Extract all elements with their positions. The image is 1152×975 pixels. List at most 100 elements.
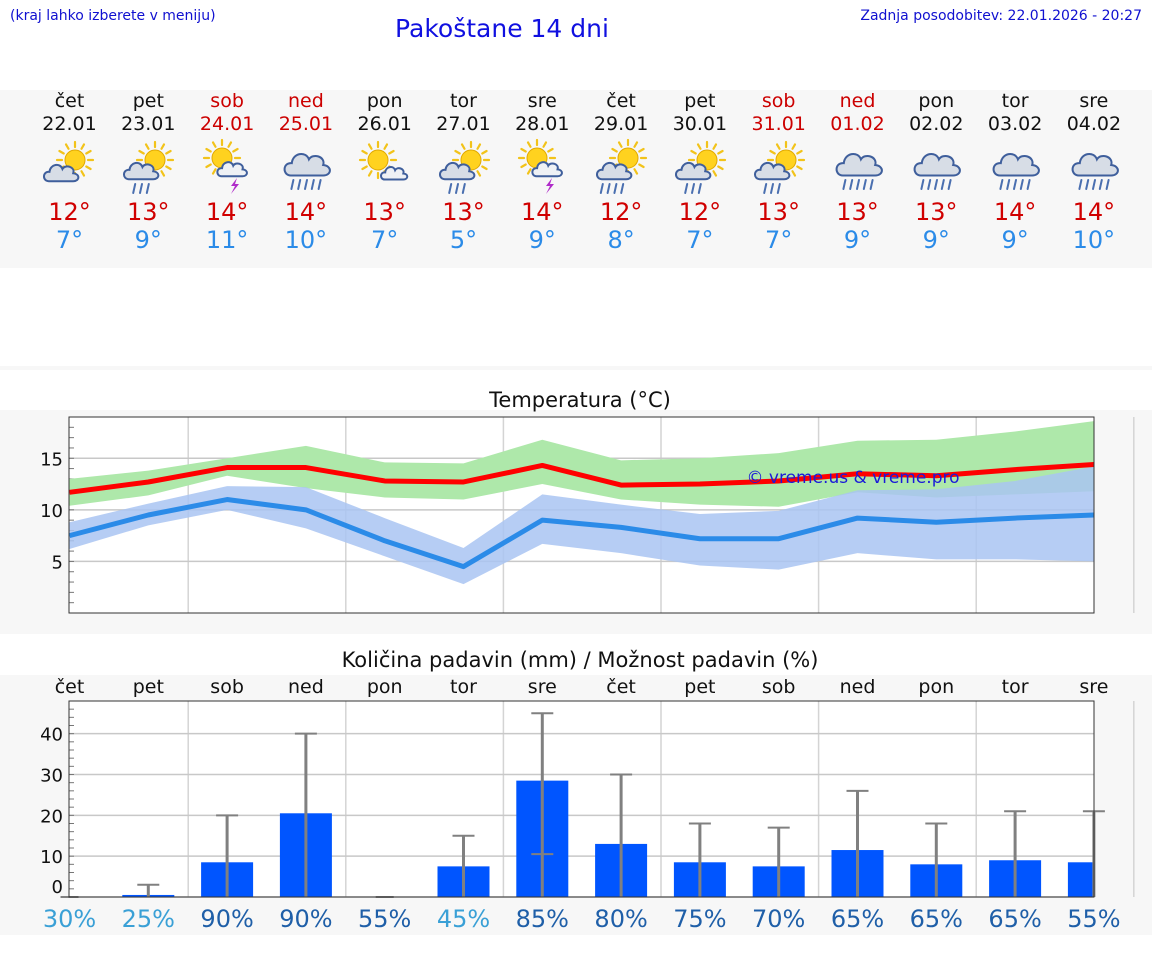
partly-cloudy-sun-icon [42,140,94,183]
precip-probability-label: 30% [43,905,96,933]
day-date: 01.02 [830,113,885,135]
temperature-chart-title: Temperatura (°C) [489,388,671,412]
x-category-label: tor [450,676,477,698]
x-category-label: pet [684,676,715,698]
x-category-label: tor [1002,676,1029,698]
cloud-rain-icon [913,153,962,190]
y-tick-label: 20 [40,806,63,827]
forecast-day: pet 30.01 12° 7° [661,90,739,254]
day-max-temp: 12° [599,198,643,226]
x-category-label: čet [606,676,636,698]
day-weekday: pon [918,90,955,112]
cloud-rain-icon [992,153,1040,190]
partly-cloudy-sun-icon [42,140,94,183]
section-divider [0,366,1152,370]
day-icon [661,136,739,198]
sun-cloud-light-rain-icon [438,140,490,194]
precip-bar [1067,862,1094,897]
watermark: © vreme.us & vreme.pro [746,468,959,488]
precip-probability-label: 25% [122,905,175,933]
sun-cloud-thunder-icon [202,138,249,194]
precip-probability-label: 70% [752,905,805,933]
day-icon [188,136,266,198]
day-date: 26.01 [357,113,412,135]
precip-probability-label: 90% [200,905,253,933]
forecast-day: sob 31.01 13° 7° [740,90,818,254]
day-icon [346,136,424,198]
forecast-day: pon 26.01 13° 7° [346,90,424,254]
day-max-temp: 14° [1072,198,1116,226]
y-tick-label: 10 [40,847,63,868]
day-max-temp: 13° [836,198,879,226]
last-update-label: Zadnja posodobitev: 22.01.2026 - 20:27 [860,8,1142,24]
day-min-temp: 9° [843,226,872,254]
precip-probability-label: 90% [279,905,332,933]
precip-probability-label: 85% [516,905,569,933]
day-weekday: sob [210,90,244,112]
day-icon [582,136,660,198]
day-min-temp: 10° [1072,226,1116,254]
plot-frame [68,700,1095,898]
sun-cloud-light-rain-icon [438,140,490,194]
day-weekday: sre [527,90,557,112]
x-category-label: pon [367,676,403,698]
day-max-temp: 13° [363,198,406,226]
precip-probability-label: 45% [437,905,490,933]
forecast-strip-background [0,90,1152,268]
sun-cloud-light-rain-icon [123,140,175,194]
sun-cloud-thunder-icon [518,138,564,194]
sun-cloud-light-rain-icon [753,140,805,194]
day-icon [425,136,503,198]
precip-probability-label: 65% [988,905,1041,933]
x-category-label: ned [840,676,876,698]
day-icon [819,136,897,198]
day-icon [897,136,975,198]
sun-cloud-light-rain-icon [123,140,175,194]
day-date: 31.01 [751,113,806,135]
cloud-rain-icon [992,153,1040,190]
x-category-label: čet [55,676,85,698]
page-title: Pakoštane 14 dni [395,14,609,43]
cloud-rain-icon [913,153,962,190]
x-category-label: sre [528,676,557,698]
day-icon [976,136,1054,198]
y-tick-label: 15 [40,449,63,470]
day-icon [1055,136,1133,198]
forecast-day: sob 24.01 14° 11° [188,90,266,254]
day-min-temp: 8° [607,226,635,254]
day-min-temp: 7° [686,226,714,254]
x-category-label: sob [210,676,244,698]
day-date: 03.02 [987,113,1043,135]
max-temp-line [69,461,1095,495]
day-date: 30.01 [672,113,728,135]
day-weekday: ned [839,90,876,112]
plot-frame [68,416,1095,614]
sun-cloud-light-rain-icon [753,140,805,194]
day-max-temp: 14° [205,198,249,226]
x-category-label: pet [133,676,164,698]
precip-probability-label: 55% [358,905,411,933]
sun-cloud-light-rain-icon [674,140,726,194]
cloud-rain-icon [283,153,331,190]
day-max-temp: 12° [678,198,722,226]
day-min-temp: 5° [449,226,478,254]
day-min-temp: 9° [134,226,162,254]
forecast-day: ned 01.02 13° 9° [819,90,897,254]
day-max-temp: 14° [993,198,1037,226]
day-min-temp: 9° [1001,226,1029,254]
forecast-day: čet 22.01 12° 7° [31,90,109,254]
day-max-temp: 14° [521,198,564,226]
day-date: 24.01 [199,113,255,135]
day-weekday: pet [684,90,716,112]
day-max-temp: 13° [915,198,958,226]
day-weekday: tor [1001,90,1029,112]
day-max-temp: 13° [127,198,170,226]
precipitation-chart-title: Količina padavin (mm) / Možnost padavin … [341,648,819,672]
location-menu-hint: (kraj lahko izberete v meniju) [10,8,216,24]
max-temp-range-band [69,421,1094,507]
day-weekday: čet [54,90,85,112]
day-icon [31,136,109,198]
day-icon [740,136,818,198]
day-icon [267,136,345,198]
precip-probability-label: 55% [1067,905,1120,933]
